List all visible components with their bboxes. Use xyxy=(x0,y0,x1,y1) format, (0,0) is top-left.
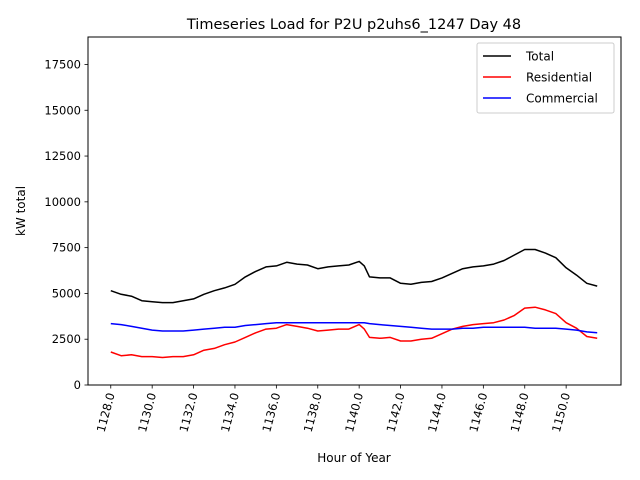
plot-frame xyxy=(87,36,622,386)
legend-label-residential: Residential xyxy=(526,71,592,85)
y-tick-label: 10000 xyxy=(44,195,81,209)
y-tick-label: 0 xyxy=(74,378,81,392)
y-tick-label: 2500 xyxy=(52,332,81,346)
legend-label-total: Total xyxy=(525,50,554,64)
y-tick-label: 12500 xyxy=(44,149,81,163)
legend: Total Residential Commercial xyxy=(476,42,615,114)
legend-frame xyxy=(476,42,615,114)
x-axis-label: Hour of Year xyxy=(317,451,391,465)
chart-title: Timeseries Load for P2U p2uhs6_1247 Day … xyxy=(186,17,521,33)
series-layer xyxy=(110,248,598,359)
series-line-commercial xyxy=(110,321,598,334)
y-tick-label: 7500 xyxy=(52,241,81,255)
y-tick-label: 5000 xyxy=(52,286,81,300)
y-axis-label: kW total xyxy=(14,186,28,236)
y-axis: 0 2500 5000 7500 10000 12500 15000 17500 xyxy=(44,57,88,392)
legend-label-commercial: Commercial xyxy=(526,92,598,106)
y-tick-label: 15000 xyxy=(44,103,81,117)
series-line-total xyxy=(110,248,598,304)
series-line-residential xyxy=(110,306,598,359)
y-tick-label: 17500 xyxy=(44,57,81,71)
